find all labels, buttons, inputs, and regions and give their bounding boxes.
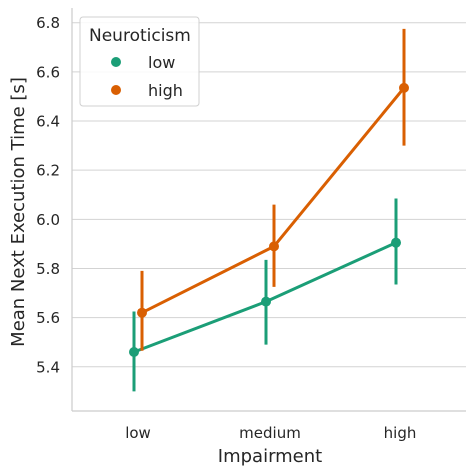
- x-tick-label: high: [384, 424, 417, 442]
- x-tick-labels: low medium high: [125, 424, 416, 442]
- legend-title: Neuroticism: [89, 26, 191, 46]
- series-low: [129, 198, 401, 392]
- legend: Neuroticism low high: [79, 16, 200, 107]
- data-point: [261, 296, 271, 307]
- data-point: [269, 241, 279, 252]
- y-tick-label: 6.6: [36, 63, 60, 81]
- data-point: [137, 307, 147, 318]
- y-axis-title: Mean Next Execution Time [s]: [8, 77, 29, 347]
- x-tick-label: medium: [239, 424, 301, 442]
- series-group: [129, 28, 409, 392]
- data-point: [399, 82, 409, 93]
- data-point: [129, 347, 139, 358]
- y-tick-label: 5.4: [36, 358, 60, 376]
- legend-marker-low: [111, 57, 121, 67]
- legend-label-high: high: [148, 81, 183, 100]
- axes: [71, 8, 466, 412]
- y-tick-label: 6.4: [36, 113, 60, 131]
- y-tick-label: 6.0: [36, 211, 60, 229]
- y-tick-label: 6.2: [36, 162, 60, 180]
- legend-frame: [79, 16, 200, 107]
- y-tick-label: 5.6: [36, 309, 60, 327]
- legend-label-low: low: [148, 53, 175, 72]
- y-tick-labels: 5.4 5.6 5.8 6.0 6.2 6.4 6.6 6.8: [36, 14, 60, 376]
- series-high: [137, 28, 409, 351]
- y-tick-label: 6.8: [36, 14, 60, 32]
- x-tick-label: low: [125, 424, 151, 442]
- data-point: [391, 237, 401, 248]
- legend-marker-high: [111, 85, 121, 95]
- y-tick-label: 5.8: [36, 260, 60, 278]
- x-axis-title: Impairment: [218, 446, 322, 467]
